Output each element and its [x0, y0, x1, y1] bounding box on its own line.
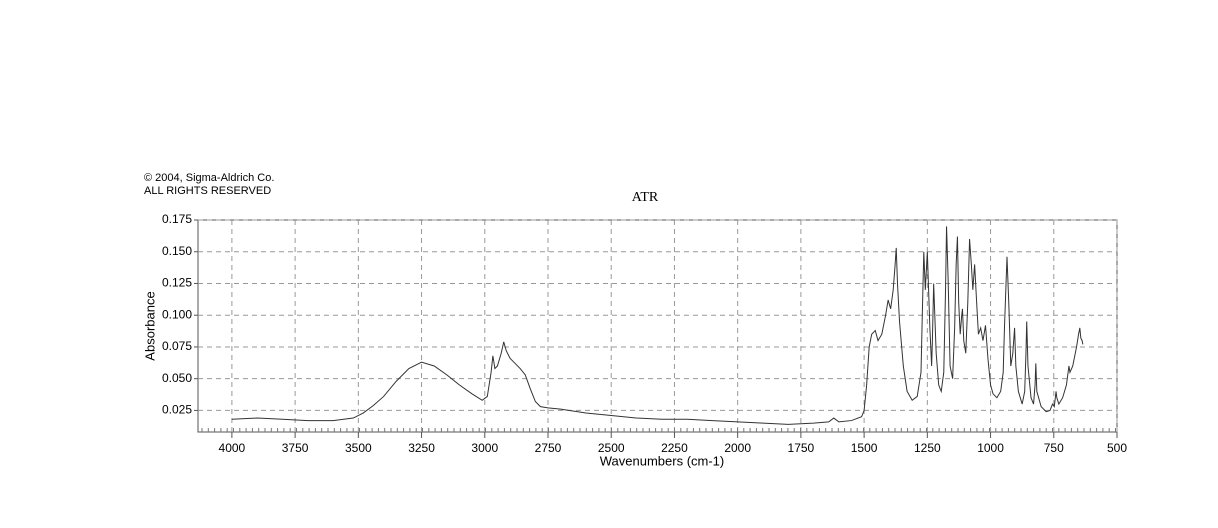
y-tick-label: 0.150 [162, 244, 192, 258]
x-tick-label: 3750 [282, 441, 309, 455]
y-tick-label: 0.025 [162, 403, 192, 417]
x-tick-label: 2500 [598, 441, 625, 455]
x-tick-label: 1000 [977, 441, 1004, 455]
x-tick-label: 1500 [851, 441, 878, 455]
x-tick-label: 1250 [914, 441, 941, 455]
y-tick-label: 0.125 [162, 276, 192, 290]
x-tick-label: 2750 [535, 441, 562, 455]
y-tick-label: 0.075 [162, 339, 192, 353]
x-tick-label: 1750 [788, 441, 815, 455]
x-tick-label: 3250 [408, 441, 435, 455]
x-tick-label: 4000 [219, 441, 246, 455]
x-tick-label: 500 [1107, 441, 1127, 455]
y-tick-label: 0.175 [162, 212, 192, 226]
x-tick-label: 2000 [724, 441, 751, 455]
y-tick-label: 0.050 [162, 371, 192, 385]
x-tick-label: 2250 [661, 441, 688, 455]
chart-title: ATR [632, 190, 659, 205]
x-tick-label: 750 [1044, 441, 1064, 455]
copyright: © 2004, Sigma-Aldrich Co. [144, 172, 274, 184]
x-tick-label: 3000 [471, 441, 498, 455]
rights: ALL RIGHTS RESERVED [144, 185, 271, 197]
y-tick-label: 0.100 [162, 307, 192, 321]
y-axis-label: Absorbance [142, 291, 157, 360]
x-axis-label: Wavenumbers (cm-1) [600, 453, 724, 468]
spectrum-line [231, 226, 1084, 425]
x-tick-label: 3500 [345, 441, 372, 455]
